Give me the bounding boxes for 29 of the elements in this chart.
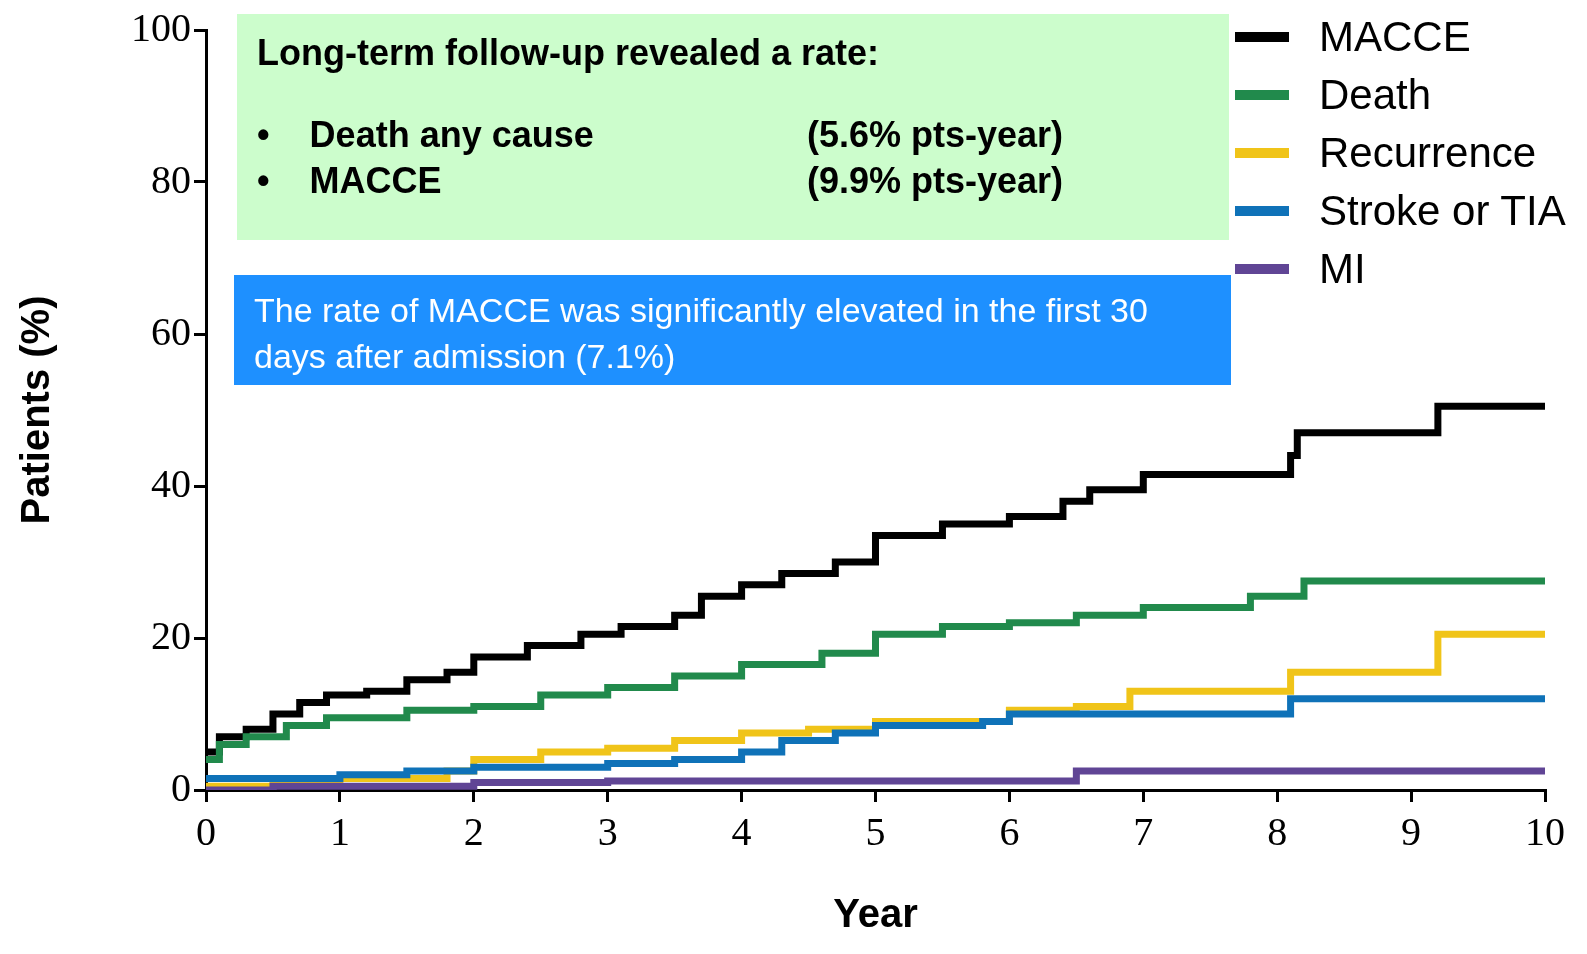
legend-label: Stroke or TIA	[1318, 186, 1566, 236]
note-box: The rate of MACCE was significantly elevated in the first 30 days after admission (7.1%)	[234, 275, 1231, 385]
x-tick-label: 8	[1267, 808, 1288, 854]
x-tick-label: 1	[329, 808, 350, 854]
x-tick-label: 7	[1133, 808, 1154, 854]
legend-label: MI	[1318, 244, 1367, 294]
x-tick-label: 5	[865, 808, 886, 854]
x-tick-label: 3	[597, 808, 618, 854]
y-tick-label: 60	[151, 308, 191, 354]
x-tick-label: 10	[1525, 808, 1565, 854]
x-axis-title: Year	[833, 891, 918, 936]
legend-label: Recurrence	[1318, 128, 1538, 178]
y-tick-label: 100	[131, 4, 191, 50]
x-tick-label: 9	[1401, 808, 1422, 854]
y-tick-label: 20	[151, 612, 191, 658]
legend-label: MACCE	[1318, 12, 1472, 62]
annotation: • Death any cause	[257, 114, 595, 156]
y-tick-label: 0	[171, 764, 191, 810]
y-tick-label: 40	[151, 460, 191, 506]
y-axis-title: Patients (%)	[13, 295, 58, 525]
annotation: (9.9% pts-year)	[807, 160, 1064, 202]
legend-label: Death	[1318, 70, 1433, 120]
annotation: • MACCE	[257, 160, 443, 202]
x-tick-label: 2	[463, 808, 484, 854]
annotation: Long-term follow-up revealed a rate:	[257, 32, 881, 74]
x-tick-label: 4	[731, 808, 752, 854]
y-tick-label: 80	[151, 156, 191, 202]
x-tick-label: 6	[999, 808, 1020, 854]
annotation: (5.6% pts-year)	[807, 114, 1064, 156]
